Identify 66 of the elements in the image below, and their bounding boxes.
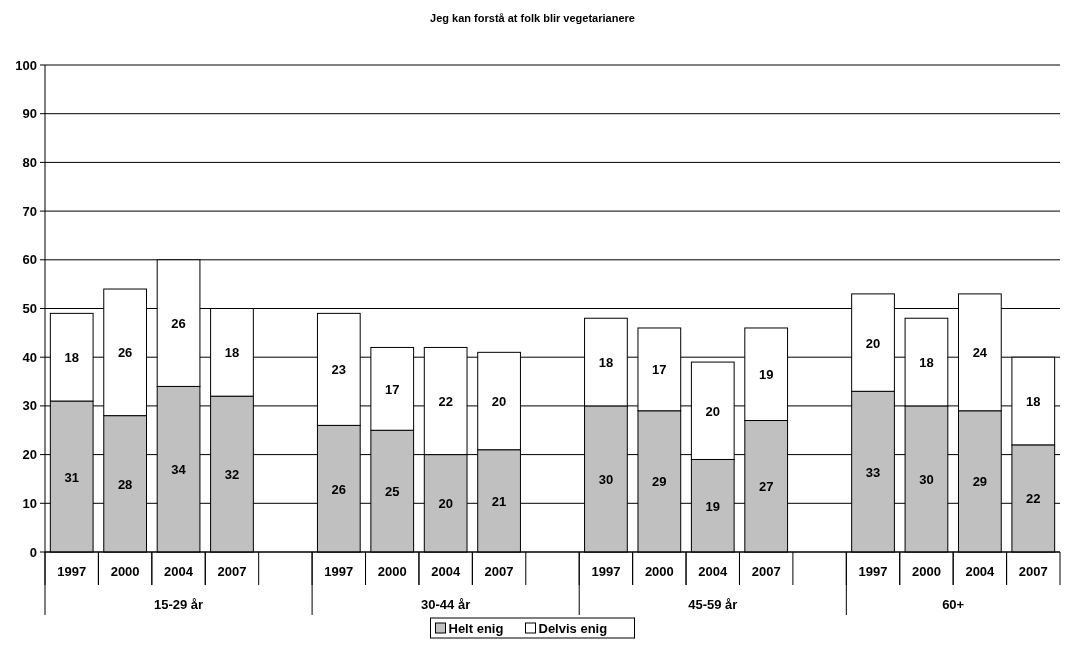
y-tick-label: 90 [22,106,37,122]
data-label: 24 [972,345,988,361]
y-tick-label: 20 [22,447,37,463]
data-label: 19 [758,367,774,383]
data-label: 20 [865,335,881,351]
x-tick-label: 1997 [858,564,888,579]
y-tick-label: 100 [15,57,37,73]
data-label: 33 [865,464,881,480]
x-tick-label: 2007 [217,564,247,579]
x-tick-label: 2004 [164,564,194,579]
y-tick-label: 60 [22,252,37,268]
data-label: 23 [331,362,347,378]
y-tick-label: 40 [22,349,37,365]
x-tick-label: 2004 [698,564,728,579]
data-label: 21 [491,493,507,509]
x-tick-label: 1997 [591,564,621,579]
y-tick-label: 50 [22,301,37,316]
x-tick-label: 1997 [324,564,354,579]
data-label: 26 [171,316,186,332]
data-label: 27 [758,479,774,495]
text: 45-59 år [688,597,738,612]
text: 30-44 år [421,597,471,612]
data-label: 18 [919,355,934,371]
data-label: 30 [598,471,614,487]
data-label: 26 [331,481,347,497]
data-label: 30 [919,471,934,487]
y-tick-label: 30 [22,398,37,414]
y-tick-label: 0 [29,544,37,560]
data-label: 20 [491,394,507,410]
data-label: 34 [171,462,187,478]
y-tick-label: 80 [22,154,37,170]
data-label: 17 [652,362,667,378]
data-label: 26 [117,345,133,361]
data-label: 19 [705,498,720,514]
y-tick-label: 70 [22,203,37,219]
data-label: 18 [598,355,614,371]
data-label: 28 [117,476,133,492]
x-tick-label: 2007 [751,564,781,579]
data-label: 20 [705,403,720,419]
data-label: 25 [385,484,400,500]
x-tick-label: 2004 [965,564,996,579]
data-label: 22 [1026,491,1041,507]
x-tick-label: 2000 [911,564,941,579]
data-label: 32 [224,467,240,483]
legend-label: Helt enig [448,621,504,636]
data-label: 20 [438,496,453,512]
x-tick-label: 1997 [57,564,87,579]
x-tick-label: 2004 [431,564,461,579]
chart-title: Jeg kan forstå at folk blir vegetarianere [430,12,635,24]
data-label: 31 [64,469,79,485]
x-tick-label: 2000 [110,564,140,579]
data-label: 29 [972,474,988,490]
legend-label: Delvis enig [538,621,608,636]
text: 60+ [942,597,965,612]
data-label: 22 [438,394,453,410]
text: 15-29 år [153,597,204,612]
data-label: 18 [224,345,240,361]
data-label: 29 [652,474,667,490]
y-tick-label: 10 [22,495,37,511]
data-label: 18 [1026,394,1041,410]
data-label: 18 [64,350,79,366]
x-tick-label: 2007 [484,564,514,579]
x-tick-label: 2007 [1018,564,1048,579]
x-tick-label: 2000 [377,564,407,579]
data-label: 17 [385,381,400,397]
x-tick-label: 2000 [644,564,674,579]
